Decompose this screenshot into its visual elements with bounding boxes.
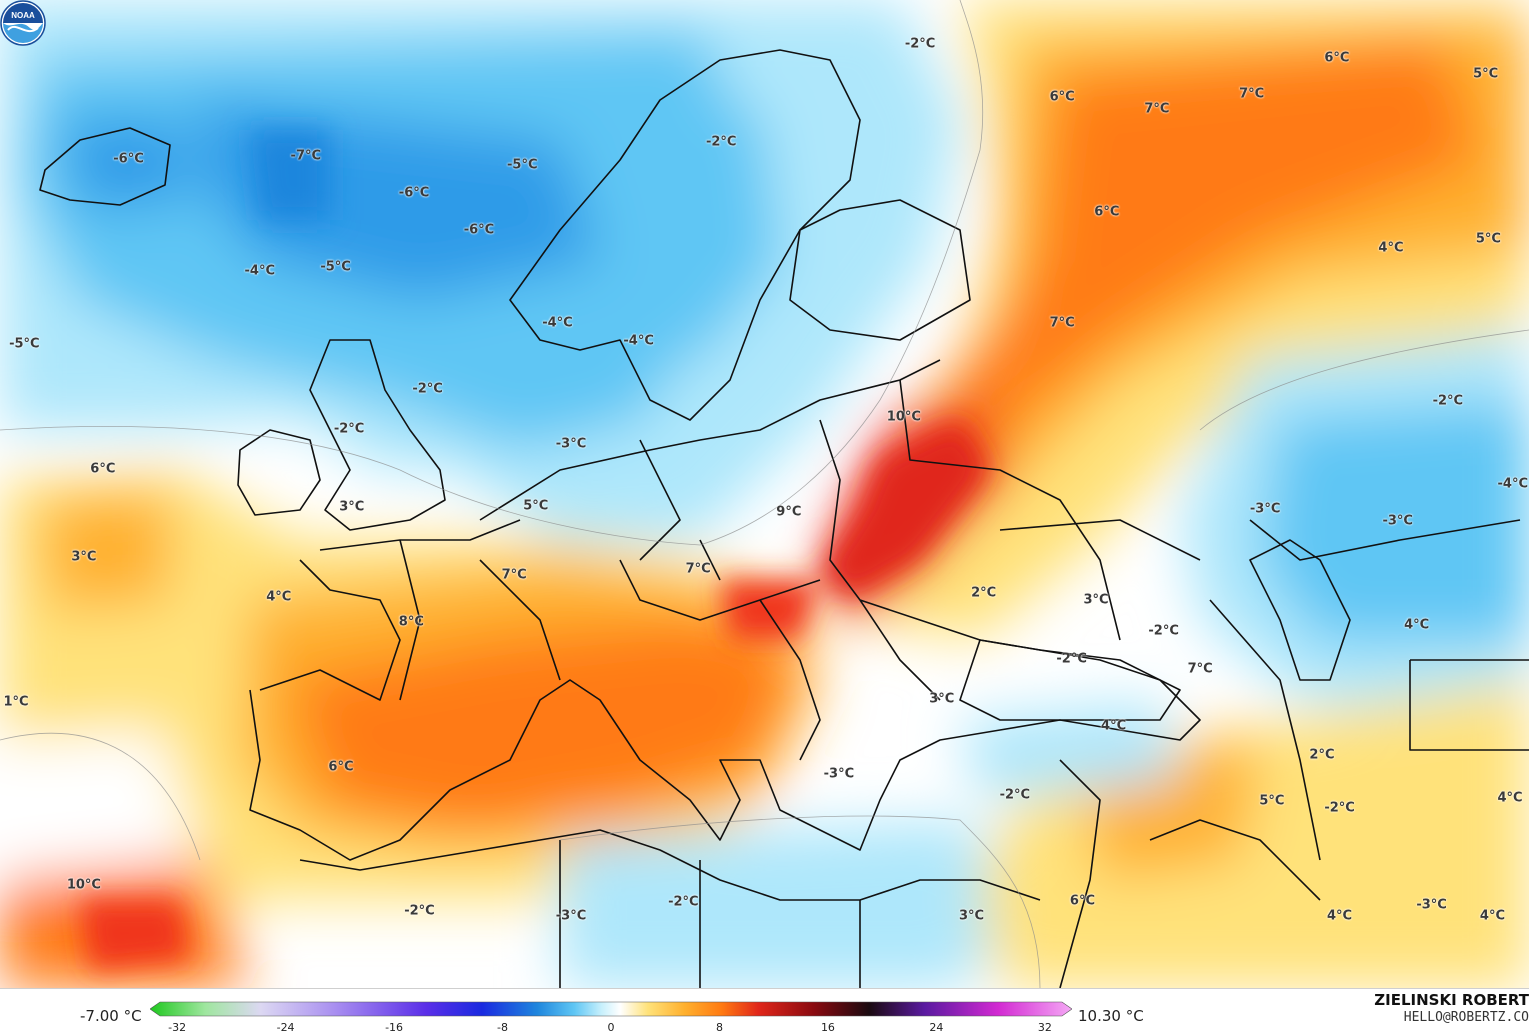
temperature-label: -2°C xyxy=(904,36,936,52)
author-name: ZIELINSKI ROBERT xyxy=(1374,991,1529,1009)
temperature-label: -2°C xyxy=(668,894,699,910)
temperature-label: -3°C xyxy=(1416,897,1447,913)
temperature-label: 10°C xyxy=(886,409,921,425)
temperature-label: 6°C xyxy=(328,759,354,775)
temperature-label: -6°C xyxy=(113,151,144,167)
noaa-logo-text: NOAA xyxy=(11,11,35,20)
temperature-anomaly-map: -6°C -7°C -6°C -5°C -6°C -4°C -5°C -5°C -2°C -2°C… xyxy=(0,0,1529,988)
temperature-label: 5°C xyxy=(1475,231,1501,247)
noaa-logo-icon: NOAA xyxy=(0,0,46,46)
temperature-label: -3°C xyxy=(1382,513,1413,529)
legend-tick-label: -8 xyxy=(497,1021,508,1034)
temperature-label: 6°C xyxy=(1049,89,1075,105)
temperature-label: -3°C xyxy=(1249,501,1281,517)
temperature-label: -2°C xyxy=(1056,651,1087,667)
temperature-label: -2°C xyxy=(412,381,443,397)
temperature-label: 7°C xyxy=(501,567,527,583)
temperature-label: -4°C xyxy=(244,263,276,279)
legend-tick-label: -16 xyxy=(385,1021,404,1034)
temperature-label: -2°C xyxy=(1324,800,1355,816)
temperature-label: 7°C xyxy=(1144,101,1170,117)
temperature-label: 4°C xyxy=(1404,617,1430,633)
temperature-label: -2°C xyxy=(705,134,737,150)
temperature-label: 7°C xyxy=(1187,661,1213,677)
temperature-label: 7°C xyxy=(1049,315,1075,331)
temperature-label: 4°C xyxy=(1327,908,1353,924)
temperature-label: 8°C xyxy=(398,614,424,630)
temperature-label: -4°C xyxy=(623,333,654,349)
temperature-label: 9°C xyxy=(776,504,802,520)
temperature-label: 4°C xyxy=(266,589,292,605)
legend-max-value: 10.30 °C xyxy=(1078,1007,1144,1025)
legend-colorbar xyxy=(150,1001,1072,1017)
temperature-label: 10°C xyxy=(66,877,101,893)
temperature-label: -2°C xyxy=(1148,623,1179,639)
temperature-label: 7°C xyxy=(1239,86,1265,102)
temperature-label: 5°C xyxy=(523,498,549,514)
temperature-label: 3°C xyxy=(1083,592,1109,608)
temperature-label: 6°C xyxy=(1069,893,1096,909)
temperature-label: 1°C xyxy=(3,694,29,710)
legend-tick-label: 32 xyxy=(1037,1021,1052,1034)
temperature-label: -2°C xyxy=(999,787,1031,803)
temperature-label: 6°C xyxy=(90,461,116,477)
temperature-label: 4°C xyxy=(1479,908,1505,924)
legend-tick-label: 8 xyxy=(715,1021,723,1034)
temperature-label: -3°C xyxy=(555,436,587,452)
temperature-label: -2°C xyxy=(333,421,365,437)
legend-tick-label: -24 xyxy=(276,1021,295,1034)
temperature-label: 6°C xyxy=(1094,204,1120,220)
temperature-label: 4°C xyxy=(1101,718,1127,734)
temperature-field xyxy=(0,0,1529,988)
temperature-label: -4°C xyxy=(1497,476,1528,492)
legend-footer: -7.00 °C xyxy=(0,988,1529,1036)
legend-tick-label: -32 xyxy=(168,1021,187,1034)
legend-tick-label: 0 xyxy=(607,1021,615,1034)
temperature-label: 3°C xyxy=(71,549,97,565)
temperature-label: 3°C xyxy=(958,908,985,924)
temperature-label: 5°C xyxy=(1473,66,1499,82)
temperature-label: -5°C xyxy=(9,336,40,352)
temperature-label: 3°C xyxy=(929,691,955,707)
temperature-label: -7°C xyxy=(290,148,322,164)
temperature-label: 6°C xyxy=(1324,50,1350,65)
temperature-label: 7°C xyxy=(685,561,711,577)
legend-min-value: -7.00 °C xyxy=(80,1007,142,1025)
temperature-label: 2°C xyxy=(971,585,997,601)
temperature-label: -2°C xyxy=(404,903,435,919)
temperature-label: -5°C xyxy=(507,157,538,173)
temperature-label: -3°C xyxy=(823,766,855,782)
temperature-label: -6°C xyxy=(398,185,430,201)
legend-tick-label: 16 xyxy=(820,1021,835,1034)
temperature-label: -6°C xyxy=(463,222,495,238)
author-email: HELLO@ROBERTZ.CO xyxy=(1403,1010,1529,1025)
temperature-label: -4°C xyxy=(542,315,573,331)
temperature-label: 4°C xyxy=(1497,790,1523,806)
temperature-label: -2°C xyxy=(1432,393,1464,409)
temperature-label: -5°C xyxy=(320,259,351,275)
temperature-label: 4°C xyxy=(1378,240,1404,256)
branding: ZIELINSKI ROBERT HELLO@ROBERTZ.CO xyxy=(1374,989,1529,1027)
temperature-label: 5°C xyxy=(1259,793,1285,809)
legend-tick-label: 24 xyxy=(929,1021,944,1034)
temperature-label: -3°C xyxy=(555,908,587,924)
temperature-label: 2°C xyxy=(1309,747,1335,763)
temperature-label: 3°C xyxy=(339,499,365,515)
